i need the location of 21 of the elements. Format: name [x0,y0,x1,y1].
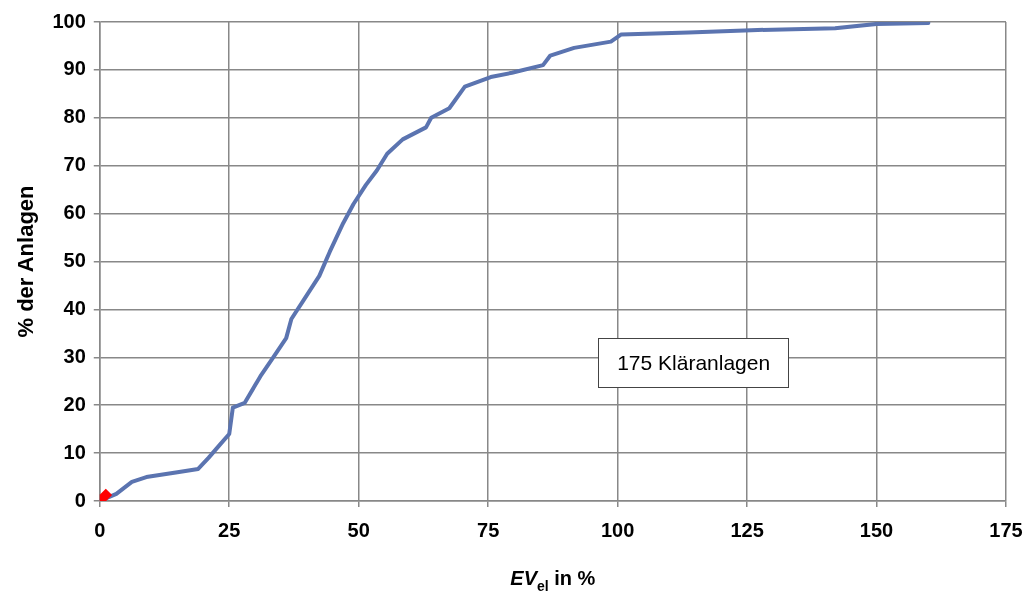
y-tick-label: 50 [63,249,86,272]
y-tick-label: 30 [63,344,86,367]
y-tick-label: 100 [52,9,86,32]
y-tick-label: 60 [63,201,86,224]
x-tick-label: 175 [989,518,1023,541]
annotation: 175 Kläranlagen [598,338,790,389]
y-axis-title: % der Anlagen [13,185,39,338]
y-tick-label: 0 [74,488,86,511]
x-tick-label: 0 [94,518,106,541]
x-tick-label: 25 [218,518,241,541]
x-tick-label: 150 [859,518,894,541]
x-tick-label: 125 [730,518,764,541]
y-tick-label: 90 [63,57,86,80]
x-tick-label: 50 [347,518,370,541]
y-tick-label: 70 [63,153,86,176]
y-tick-label: 80 [63,105,86,128]
x-tick-label: 75 [477,518,500,541]
x-tick-label: 100 [600,518,635,541]
y-tick-label: 40 [63,296,86,319]
y-tick-label: 10 [63,440,86,463]
y-tick-label: 20 [63,392,86,415]
